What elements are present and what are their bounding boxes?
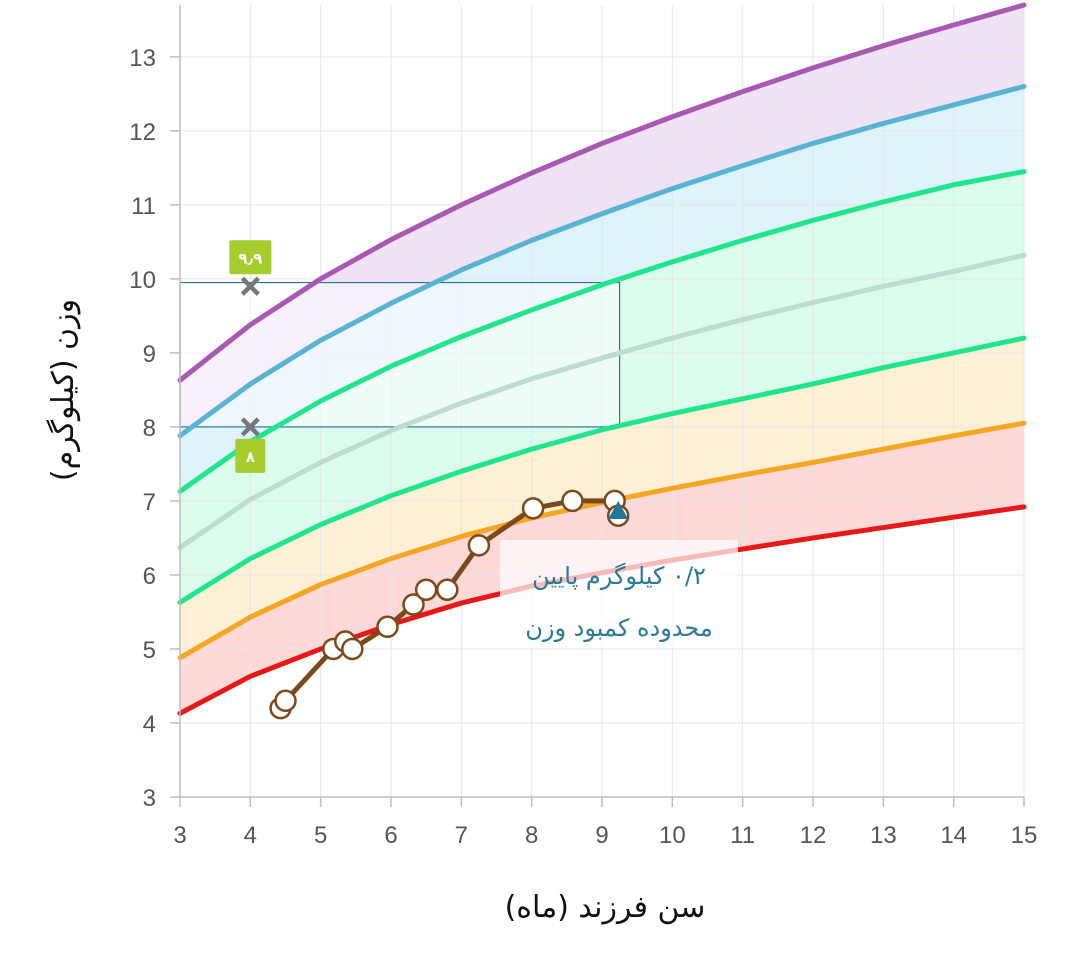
min-range-label-box — [235, 438, 266, 473]
min-range-cross — [240, 417, 260, 437]
x-tick-label-4: 4 — [244, 822, 257, 849]
child-weight-point-2 — [274, 689, 297, 713]
x-tick-label-6: 6 — [384, 822, 397, 849]
child-weight-point-9 — [436, 578, 459, 601]
x-tick-label-7: 7 — [455, 822, 468, 849]
y-tick-label-10: 10 — [129, 267, 156, 294]
y-tick-label-6: 6 — [143, 563, 156, 590]
x-axis-title: سن فرزند (ماه) — [505, 890, 706, 925]
y-tick-label-4: 4 — [143, 711, 156, 738]
weight-note: ۰/۲ کیلوگرم پایین محدوده کمبود وزن — [500, 540, 738, 648]
x-tick-label-12: 12 — [800, 822, 827, 849]
y-tick-label-8: 8 — [143, 415, 156, 442]
x-tick-label-3: 3 — [173, 822, 186, 849]
x-tick-label-11: 11 — [730, 822, 755, 849]
curve-p_top — [177, 2, 1027, 383]
x-tick-label-8: 8 — [525, 822, 538, 849]
y-tick-label-12: 12 — [129, 119, 156, 146]
y-tick-label-7: 7 — [143, 489, 156, 516]
child-weight-point-6 — [376, 615, 399, 639]
child-weight-point-7 — [402, 593, 425, 616]
range-markers: ۹٫۹ ۸ — [229, 240, 272, 473]
child-weight-series — [269, 489, 630, 720]
curve-median — [177, 252, 1027, 551]
child-weight-point-8 — [414, 578, 438, 601]
max-range-label: ۹٫۹ — [238, 249, 262, 267]
weight-note-line2: محدوده کمبود وزن — [525, 614, 713, 642]
y-tick-label-13: 13 — [129, 45, 156, 72]
max-range-label-box — [229, 240, 272, 275]
curve-p_upper2 — [177, 83, 1027, 439]
axes: 3 4 5 6 7 8 9 10 11 12 13 14 15 3 4 5 6 7 8 9 10 11 12 13 — [129, 5, 1037, 849]
y-tick-label-9: 9 — [143, 341, 156, 368]
y-tick-label-11: 11 — [131, 193, 156, 220]
max-range-cross-stroke-b — [240, 276, 260, 296]
child-weight-point-11 — [521, 497, 545, 520]
x-tick-label-9: 9 — [595, 822, 608, 849]
x-tick-label-15: 15 — [1011, 822, 1038, 849]
weight-note-background — [500, 540, 738, 648]
curve-p_lower1 — [177, 335, 1027, 605]
x-tick-label-13: 13 — [870, 822, 897, 849]
y-tick-label-5: 5 — [143, 637, 156, 664]
y-tick-label-3: 3 — [143, 785, 156, 812]
grid-lines — [179, 5, 1025, 798]
latest-weight-marker — [608, 501, 629, 520]
x-tick-label-5: 5 — [314, 822, 327, 849]
child-weight-point-10 — [467, 534, 491, 557]
x-tick-label-10: 10 — [659, 822, 686, 849]
min-range-label: ۸ — [246, 448, 255, 466]
weight-note-line1: ۰/۲ کیلوگرم پایین — [532, 562, 706, 590]
x-tick-label-14: 14 — [940, 822, 967, 849]
max-range-cross — [240, 276, 260, 296]
y-axis-title: وزن (کیلوگرم) — [46, 299, 81, 481]
min-range-cross-stroke-b — [240, 417, 260, 437]
child-weight-point-12 — [561, 489, 584, 513]
child-weight-point-5 — [341, 637, 364, 661]
curve-p_upper1 — [177, 169, 1027, 494]
